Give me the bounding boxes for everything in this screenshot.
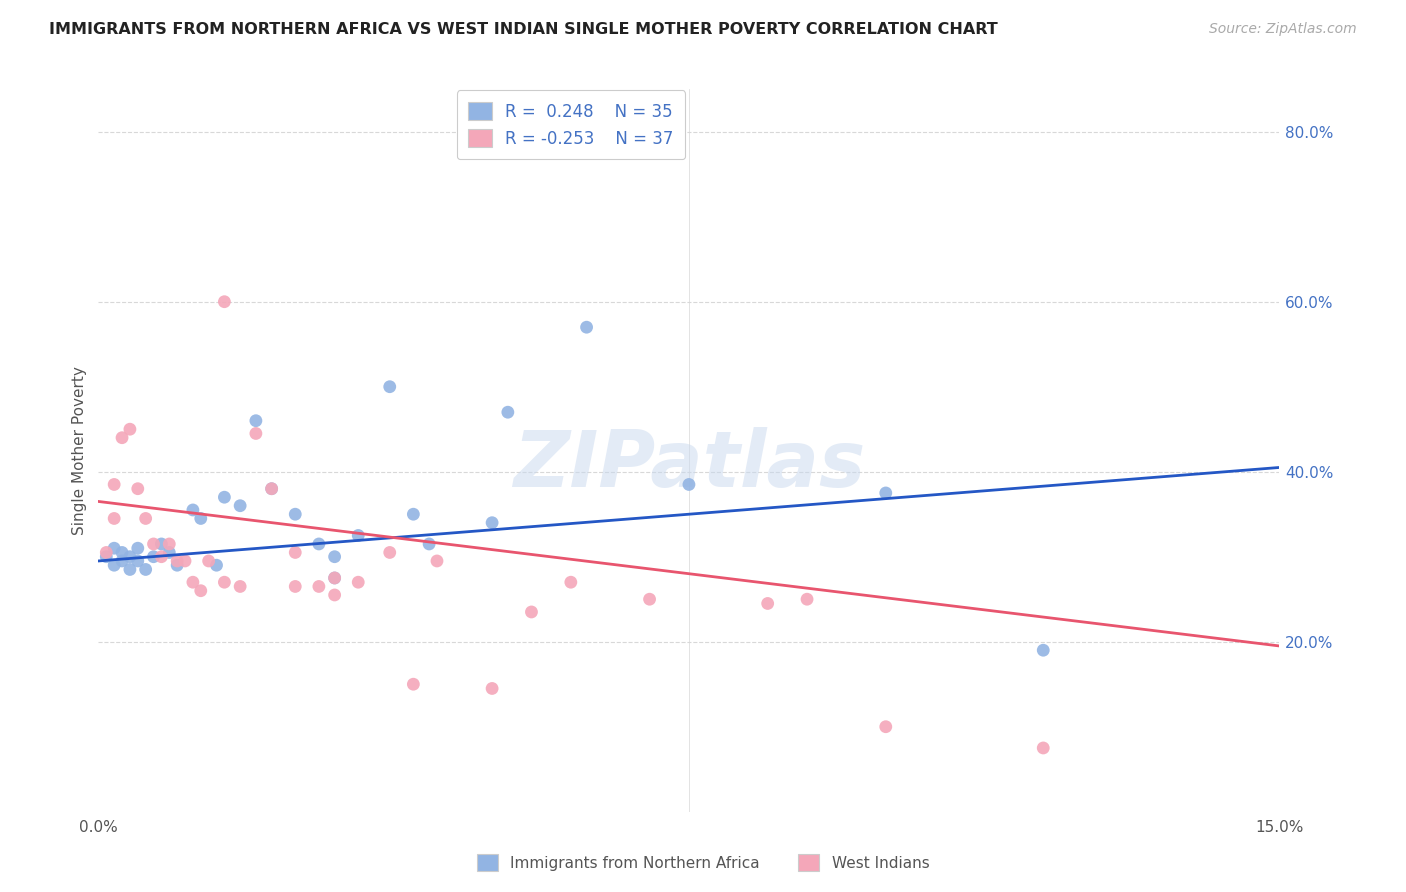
- Point: [875, 486, 897, 500]
- Point: [190, 583, 212, 598]
- Point: [127, 554, 149, 568]
- Point: [214, 294, 236, 309]
- Point: [103, 511, 125, 525]
- Legend: Immigrants from Northern Africa, West Indians: Immigrants from Northern Africa, West In…: [471, 848, 935, 877]
- Point: [142, 537, 165, 551]
- Point: [127, 541, 149, 556]
- Point: [402, 507, 425, 521]
- Point: [150, 537, 173, 551]
- Point: [347, 528, 370, 542]
- Point: [481, 516, 503, 530]
- Point: [197, 554, 219, 568]
- Point: [111, 431, 134, 445]
- Point: [638, 592, 661, 607]
- Point: [166, 554, 188, 568]
- Point: [284, 579, 307, 593]
- Point: [214, 490, 236, 504]
- Text: Source: ZipAtlas.com: Source: ZipAtlas.com: [1209, 22, 1357, 37]
- Point: [875, 720, 897, 734]
- Point: [135, 511, 157, 525]
- Point: [103, 541, 125, 556]
- Point: [181, 503, 204, 517]
- Point: [323, 588, 346, 602]
- Point: [1032, 643, 1054, 657]
- Point: [245, 426, 267, 441]
- Point: [127, 482, 149, 496]
- Point: [174, 554, 197, 568]
- Point: [756, 597, 779, 611]
- Point: [323, 571, 346, 585]
- Point: [96, 549, 118, 564]
- Point: [308, 537, 330, 551]
- Point: [378, 380, 401, 394]
- Point: [481, 681, 503, 696]
- Legend: R =  0.248    N = 35, R = -0.253    N = 37: R = 0.248 N = 35, R = -0.253 N = 37: [457, 90, 685, 160]
- Point: [260, 482, 283, 496]
- Point: [118, 549, 141, 564]
- Point: [796, 592, 818, 607]
- Point: [135, 562, 157, 576]
- Point: [96, 545, 118, 559]
- Point: [1032, 741, 1054, 756]
- Point: [166, 558, 188, 573]
- Point: [229, 579, 252, 593]
- Point: [323, 549, 346, 564]
- Point: [575, 320, 598, 334]
- Point: [181, 575, 204, 590]
- Point: [308, 579, 330, 593]
- Point: [496, 405, 519, 419]
- Point: [284, 507, 307, 521]
- Point: [103, 558, 125, 573]
- Point: [157, 537, 180, 551]
- Point: [426, 554, 449, 568]
- Point: [245, 414, 267, 428]
- Point: [284, 545, 307, 559]
- Point: [157, 545, 180, 559]
- Point: [150, 549, 173, 564]
- Point: [111, 554, 134, 568]
- Point: [142, 549, 165, 564]
- Point: [323, 571, 346, 585]
- Point: [378, 545, 401, 559]
- Point: [520, 605, 543, 619]
- Y-axis label: Single Mother Poverty: Single Mother Poverty: [72, 366, 87, 535]
- Point: [111, 545, 134, 559]
- Point: [560, 575, 582, 590]
- Point: [205, 558, 228, 573]
- Text: ZIPatlas: ZIPatlas: [513, 427, 865, 503]
- Point: [118, 422, 141, 436]
- Point: [418, 537, 440, 551]
- Point: [402, 677, 425, 691]
- Point: [190, 511, 212, 525]
- Point: [260, 482, 283, 496]
- Point: [118, 562, 141, 576]
- Point: [678, 477, 700, 491]
- Point: [103, 477, 125, 491]
- Point: [347, 575, 370, 590]
- Text: IMMIGRANTS FROM NORTHERN AFRICA VS WEST INDIAN SINGLE MOTHER POVERTY CORRELATION: IMMIGRANTS FROM NORTHERN AFRICA VS WEST …: [49, 22, 998, 37]
- Point: [229, 499, 252, 513]
- Point: [214, 575, 236, 590]
